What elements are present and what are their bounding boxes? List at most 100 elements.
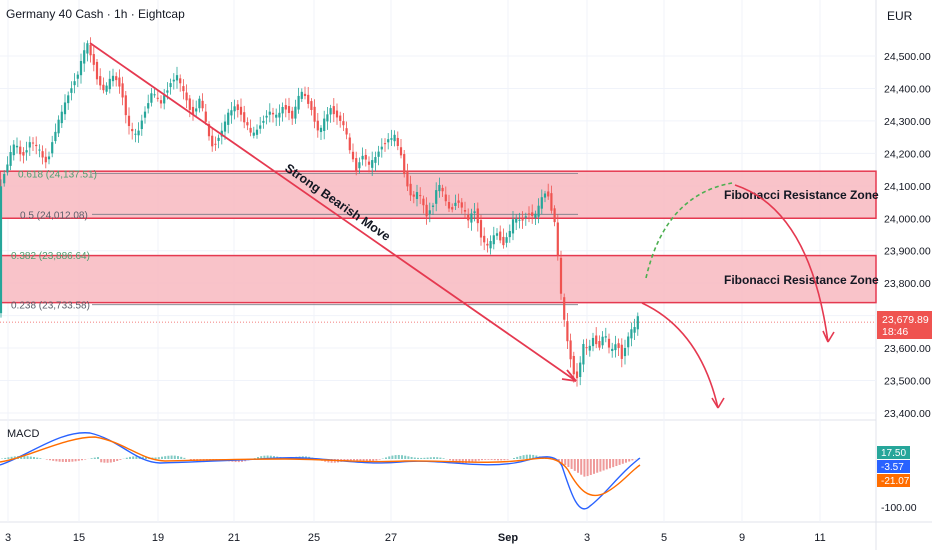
candle-body (384, 143, 386, 144)
macd-histogram-bar (497, 459, 499, 460)
candle-body (227, 113, 229, 125)
candle-body (352, 152, 354, 160)
candle-body (349, 138, 351, 151)
candle-body (16, 146, 18, 148)
candle-body (515, 219, 517, 223)
macd-histogram-bar (119, 459, 121, 460)
candle-body (627, 336, 629, 347)
macd-histogram-bar (481, 459, 483, 460)
macd-histogram-bar (523, 455, 525, 459)
candle-body (605, 336, 607, 337)
candle-body (259, 125, 261, 128)
macd-histogram-bar (97, 457, 99, 459)
candle-body (406, 171, 408, 187)
macd-line-badge-text: -3.57 (881, 462, 904, 473)
candle-body (154, 94, 156, 95)
macd-histogram-bar (110, 459, 112, 463)
candle-body (490, 241, 492, 248)
macd-histogram-bar (113, 459, 115, 462)
macd-histogram-bar (395, 455, 397, 459)
candle-body (422, 199, 424, 206)
candle-body (509, 231, 511, 237)
candle-body (253, 133, 255, 136)
y-tick-label: 24,400.00 (884, 83, 931, 95)
macd-histogram-bar (39, 458, 41, 459)
macd-axis-label: -100.00 (881, 502, 917, 514)
candle-body (35, 145, 37, 146)
macd-histogram-bar (55, 459, 57, 461)
candle-body (451, 207, 453, 209)
fib-label-0382: 0.382 (23,886.64) (11, 251, 90, 262)
candle-body (442, 188, 444, 191)
candle-body (61, 112, 63, 123)
macd-histogram-bar (423, 458, 425, 459)
macd-histogram-bar (612, 459, 614, 467)
macd-histogram-bar (68, 459, 70, 462)
candle-body (93, 54, 95, 65)
macd-histogram-bar (49, 459, 51, 460)
candle-body (86, 43, 88, 53)
candle-body (195, 108, 197, 111)
macd-histogram-bar (46, 459, 48, 460)
y-tick-label: 23,500.00 (884, 376, 931, 388)
candle-body (317, 121, 319, 131)
macd-line (0, 433, 640, 509)
candle-body (432, 206, 434, 207)
candle-body (470, 213, 472, 222)
macd-histogram-bar (478, 459, 480, 461)
x-tick-label: 19 (152, 532, 164, 544)
macd-histogram-bar (75, 459, 77, 461)
candle-body (176, 75, 178, 80)
candle-body (394, 135, 396, 141)
macd-histogram-bar (401, 455, 403, 459)
macd-histogram-bar (379, 459, 381, 460)
candle-body (301, 92, 303, 99)
macd-histogram-badge-text: 17.50 (881, 448, 906, 459)
macd-histogram-bar (503, 459, 505, 460)
candle-body (323, 119, 325, 131)
projected-drop-path-2 (642, 303, 718, 408)
candle-body (355, 158, 357, 171)
macd-histogram-bar (487, 459, 489, 460)
macd-histogram-bar (132, 456, 134, 459)
x-tick-label: Sep (498, 532, 518, 544)
candle-body (634, 327, 636, 333)
macd-histogram-bar (587, 459, 589, 476)
candle-body (3, 174, 5, 183)
candle-body (579, 363, 581, 377)
candle-body (576, 371, 578, 378)
candle-body (138, 131, 140, 136)
macd-histogram-bar (404, 456, 406, 459)
candle-body (90, 45, 92, 55)
macd-histogram-bar (507, 459, 509, 460)
currency-label[interactable]: EUR (887, 9, 912, 23)
candle-body (477, 208, 479, 223)
macd-histogram-bar (593, 459, 595, 474)
x-tick-label: 25 (308, 532, 320, 544)
macd-histogram-bar (375, 459, 377, 460)
candle-body (598, 341, 600, 348)
macd-histogram-bar (155, 457, 157, 459)
candle-body (448, 202, 450, 208)
macd-histogram-bar (475, 459, 477, 461)
candle-body (496, 233, 498, 236)
candle-body (170, 83, 172, 87)
candle-body (211, 136, 213, 147)
candle-body (294, 107, 296, 119)
candle-body (464, 210, 466, 212)
candle-body (186, 92, 188, 100)
macd-histogram-bar (513, 458, 515, 459)
candle-body (240, 107, 242, 115)
macd-histogram-bar (449, 459, 451, 460)
candle-body (147, 103, 149, 108)
candle-body (326, 114, 328, 121)
candle-body (502, 237, 504, 245)
candle-body (266, 116, 268, 118)
candle-body (618, 343, 620, 348)
macd-histogram-bar (590, 459, 592, 475)
macd-histogram-bar (529, 455, 531, 459)
macd-histogram-bar (116, 459, 118, 461)
candle-body (128, 116, 130, 126)
